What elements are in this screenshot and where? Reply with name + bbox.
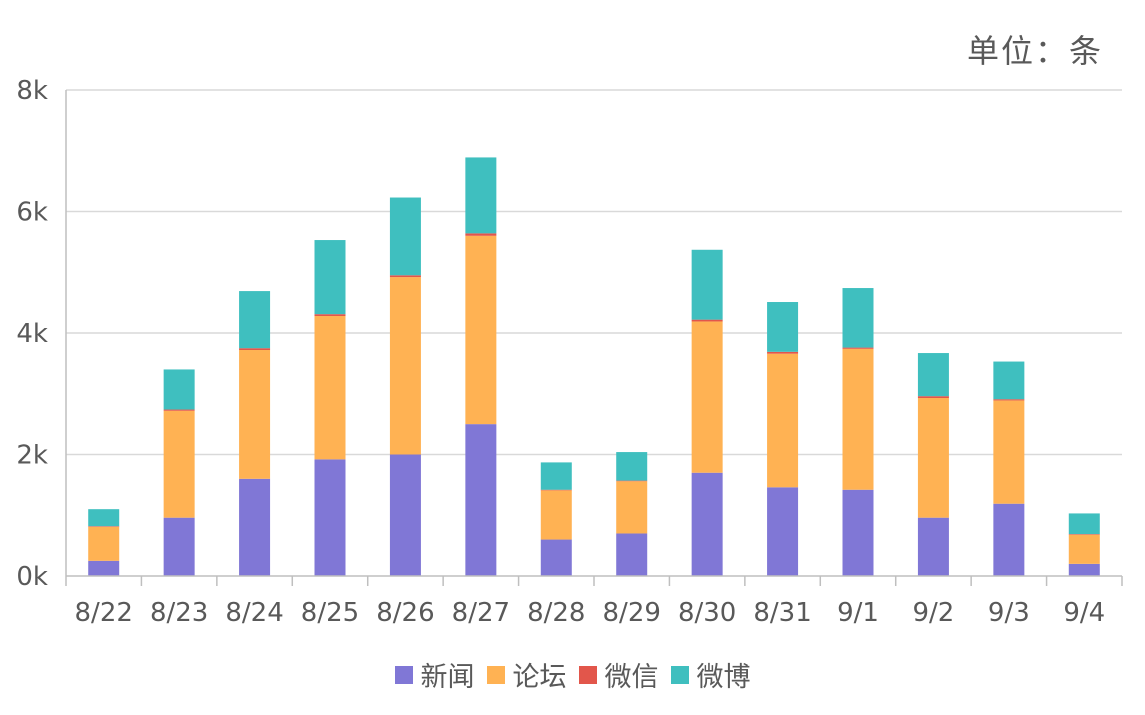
bar-segment bbox=[1068, 513, 1100, 535]
bar-segment bbox=[993, 361, 1025, 400]
bar-segment bbox=[163, 517, 195, 576]
bar-segment bbox=[842, 348, 874, 490]
legend-label: 论坛 bbox=[512, 662, 567, 693]
bar-segment bbox=[239, 291, 271, 349]
bars bbox=[88, 157, 1100, 576]
bar-segment bbox=[239, 478, 271, 576]
legend-label: 微信 bbox=[604, 662, 659, 693]
legend: 新闻 论坛 微信 微博 bbox=[0, 655, 1145, 694]
bar-segment bbox=[1068, 563, 1100, 576]
y-tick-label: 6k bbox=[16, 198, 48, 228]
x-tick-label: 8/29 bbox=[603, 598, 661, 628]
bar-segment bbox=[993, 400, 1025, 504]
bar-segment bbox=[917, 517, 949, 576]
bar-segment bbox=[239, 350, 271, 479]
legend-swatch bbox=[670, 665, 689, 684]
bar-segment bbox=[540, 490, 572, 540]
x-tick-label: 8/28 bbox=[527, 598, 585, 628]
bar-segment bbox=[616, 533, 648, 576]
bar-segment bbox=[1068, 534, 1100, 564]
legend-label: 微博 bbox=[696, 662, 751, 693]
bar-segment bbox=[314, 314, 346, 316]
bar-segment bbox=[767, 353, 799, 488]
x-tick-label: 8/23 bbox=[150, 598, 208, 628]
bar-segment bbox=[1068, 534, 1100, 535]
bar-segment bbox=[993, 503, 1025, 576]
legend-swatch bbox=[486, 665, 505, 684]
bar-segment bbox=[616, 481, 648, 534]
bar-segment bbox=[691, 319, 723, 322]
bar-segment bbox=[88, 560, 120, 576]
legend-item: 微信 bbox=[578, 655, 659, 694]
bar-segment bbox=[389, 277, 421, 455]
bar-segment bbox=[88, 526, 120, 527]
legend-swatch bbox=[578, 665, 597, 684]
bar-segment bbox=[917, 353, 949, 397]
x-tick-label: 8/30 bbox=[678, 598, 736, 628]
legend-item: 新闻 bbox=[394, 655, 475, 694]
bar-segment bbox=[465, 235, 497, 425]
bar-segment bbox=[465, 157, 497, 234]
bar-segment bbox=[465, 233, 497, 236]
bar-segment bbox=[314, 315, 346, 460]
legend-label: 新闻 bbox=[420, 662, 475, 693]
bar-segment bbox=[917, 398, 949, 518]
bar-segment bbox=[163, 410, 195, 518]
bar-segment bbox=[616, 452, 648, 481]
bar-segment bbox=[993, 399, 1025, 401]
bar-segment bbox=[389, 454, 421, 576]
bar-segment bbox=[691, 472, 723, 576]
y-tick-label: 8k bbox=[16, 76, 48, 106]
bar-segment bbox=[842, 288, 874, 348]
bar-segment bbox=[917, 396, 949, 399]
bar-segment bbox=[767, 351, 799, 354]
bar-segment bbox=[314, 459, 346, 576]
bar-segment bbox=[465, 424, 497, 576]
legend-item: 论坛 bbox=[486, 655, 567, 694]
bar-segment bbox=[540, 539, 572, 576]
bar-segment bbox=[163, 409, 195, 411]
unit-label: 单位：条 bbox=[966, 32, 1103, 70]
bar-segment bbox=[389, 197, 421, 276]
bar-segment bbox=[389, 275, 421, 278]
x-tick-label: 8/27 bbox=[452, 598, 510, 628]
y-tick-label: 4k bbox=[16, 319, 48, 349]
bar-segment bbox=[239, 348, 271, 351]
bar-segment bbox=[163, 369, 195, 410]
x-tick-label: 9/3 bbox=[988, 598, 1030, 628]
legend-item: 微博 bbox=[670, 655, 751, 694]
bar-segment bbox=[314, 240, 346, 315]
bar-segment bbox=[540, 462, 572, 490]
bar-segment bbox=[767, 302, 799, 352]
bar-segment bbox=[842, 347, 874, 349]
y-tick-label: 0k bbox=[16, 562, 48, 592]
legend-swatch bbox=[394, 665, 413, 684]
x-tick-label: 8/31 bbox=[753, 598, 811, 628]
bar-segment bbox=[842, 489, 874, 576]
bar-segment bbox=[88, 509, 120, 527]
bar-segment bbox=[691, 321, 723, 473]
x-tick-label: 9/2 bbox=[913, 598, 955, 628]
x-tick-label: 9/4 bbox=[1063, 598, 1105, 628]
gridlines bbox=[66, 89, 1122, 456]
y-tick-label: 2k bbox=[16, 441, 48, 471]
x-tick-label: 8/22 bbox=[75, 598, 133, 628]
bar-segment bbox=[691, 249, 723, 320]
x-tick-label: 8/26 bbox=[376, 598, 434, 628]
x-tick-label: 9/1 bbox=[837, 598, 879, 628]
axes: 0k 2k 4k 6k 8k 8/22 8/23 8/24 8/25 8/26 8/27 8/28 8/… bbox=[16, 76, 1123, 628]
bar-segment bbox=[767, 487, 799, 576]
bar-segment bbox=[88, 526, 120, 561]
x-tick-label: 8/24 bbox=[225, 598, 283, 628]
bar-segment bbox=[616, 480, 648, 482]
bar-segment bbox=[540, 489, 572, 491]
x-tick-label: 8/25 bbox=[301, 598, 359, 628]
